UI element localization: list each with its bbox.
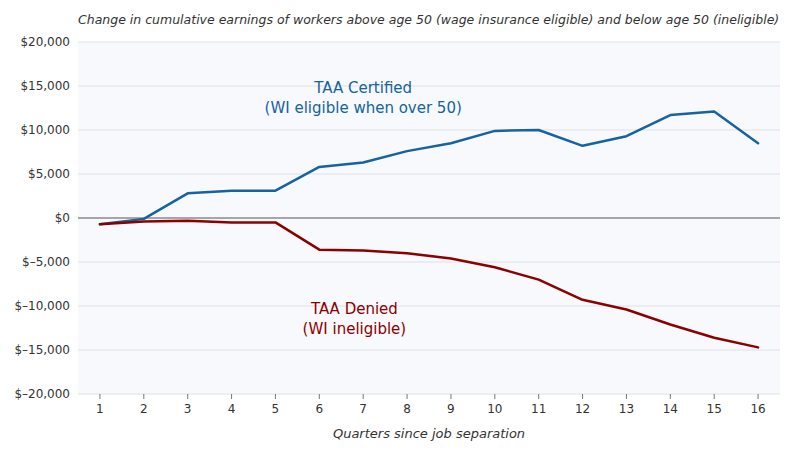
y-tick-label: $10,000 <box>20 123 70 137</box>
series-line <box>100 221 758 348</box>
x-tick <box>670 394 671 399</box>
x-tick-label: 11 <box>531 402 546 416</box>
x-tick <box>187 394 188 399</box>
x-tick-label: 13 <box>619 402 634 416</box>
grid-line <box>78 306 780 307</box>
x-tick-label: 15 <box>707 402 722 416</box>
x-tick <box>450 394 451 399</box>
grid-line <box>78 262 780 263</box>
x-tick <box>714 394 715 399</box>
x-tick-label: 10 <box>487 402 502 416</box>
title: Change in cumulative earnings of workers… <box>78 12 779 27</box>
x-tick <box>363 394 364 399</box>
x-tick-label: 8 <box>403 402 411 416</box>
x-tick-label: 12 <box>575 402 590 416</box>
y-tick-label: $20,000 <box>20 35 70 49</box>
grid-line <box>78 350 780 351</box>
x-axis-label: Quarters since job separation <box>333 426 525 441</box>
y-tick-label: $15,000 <box>20 79 70 93</box>
y-tick-label: $–10,000 <box>14 299 70 313</box>
y-tick-label: $–5,000 <box>22 255 70 269</box>
x-tick-label: 4 <box>228 402 236 416</box>
x-tick <box>275 394 276 399</box>
series-line <box>100 112 758 225</box>
y-tick-label: $–15,000 <box>14 343 70 357</box>
y-tick-label: $5,000 <box>28 167 70 181</box>
x-tick <box>143 394 144 399</box>
x-tick <box>494 394 495 399</box>
x-tick <box>758 394 759 399</box>
y-tick-label: $–20,000 <box>14 387 70 401</box>
y-tick-label: $0 <box>55 211 70 225</box>
plot-area <box>78 42 780 394</box>
grid-line <box>78 394 780 395</box>
x-tick-label: 1 <box>96 402 104 416</box>
annotation: TAA Certified (WI eligible when over 50) <box>265 79 462 117</box>
x-tick-label: 16 <box>750 402 765 416</box>
annotation-line: TAA Certified <box>313 79 412 97</box>
chart: $–20,000 $–15,000 $–10,000 $–5,000 $0 $5,000 $… <box>0 0 800 450</box>
x-tick-label: 6 <box>315 402 323 416</box>
x-tick <box>538 394 539 399</box>
x-tick-label: 14 <box>663 402 678 416</box>
x-tick <box>231 394 232 399</box>
annotation: TAA Denied (WI ineligible) <box>303 300 407 338</box>
grid-line <box>78 86 780 87</box>
annotation-line: (WI eligible when over 50) <box>265 99 462 117</box>
x-tick <box>626 394 627 399</box>
grid-line <box>78 174 780 175</box>
x-tick-label: 5 <box>272 402 280 416</box>
x-tick-label: 2 <box>140 402 148 416</box>
x-tick-label: 3 <box>184 402 192 416</box>
x-tick <box>407 394 408 399</box>
x-tick <box>582 394 583 399</box>
x-tick-label: 9 <box>447 402 455 416</box>
x-tick <box>319 394 320 399</box>
background <box>0 0 800 450</box>
x-tick-label: 7 <box>359 402 367 416</box>
annotation-line: TAA Denied <box>310 300 398 318</box>
series-group <box>100 112 758 348</box>
grid-line <box>78 42 780 43</box>
zero-line <box>78 217 780 218</box>
annotation-line: (WI ineligible) <box>303 320 407 338</box>
x-tick <box>99 394 100 399</box>
grid-line <box>78 130 780 131</box>
